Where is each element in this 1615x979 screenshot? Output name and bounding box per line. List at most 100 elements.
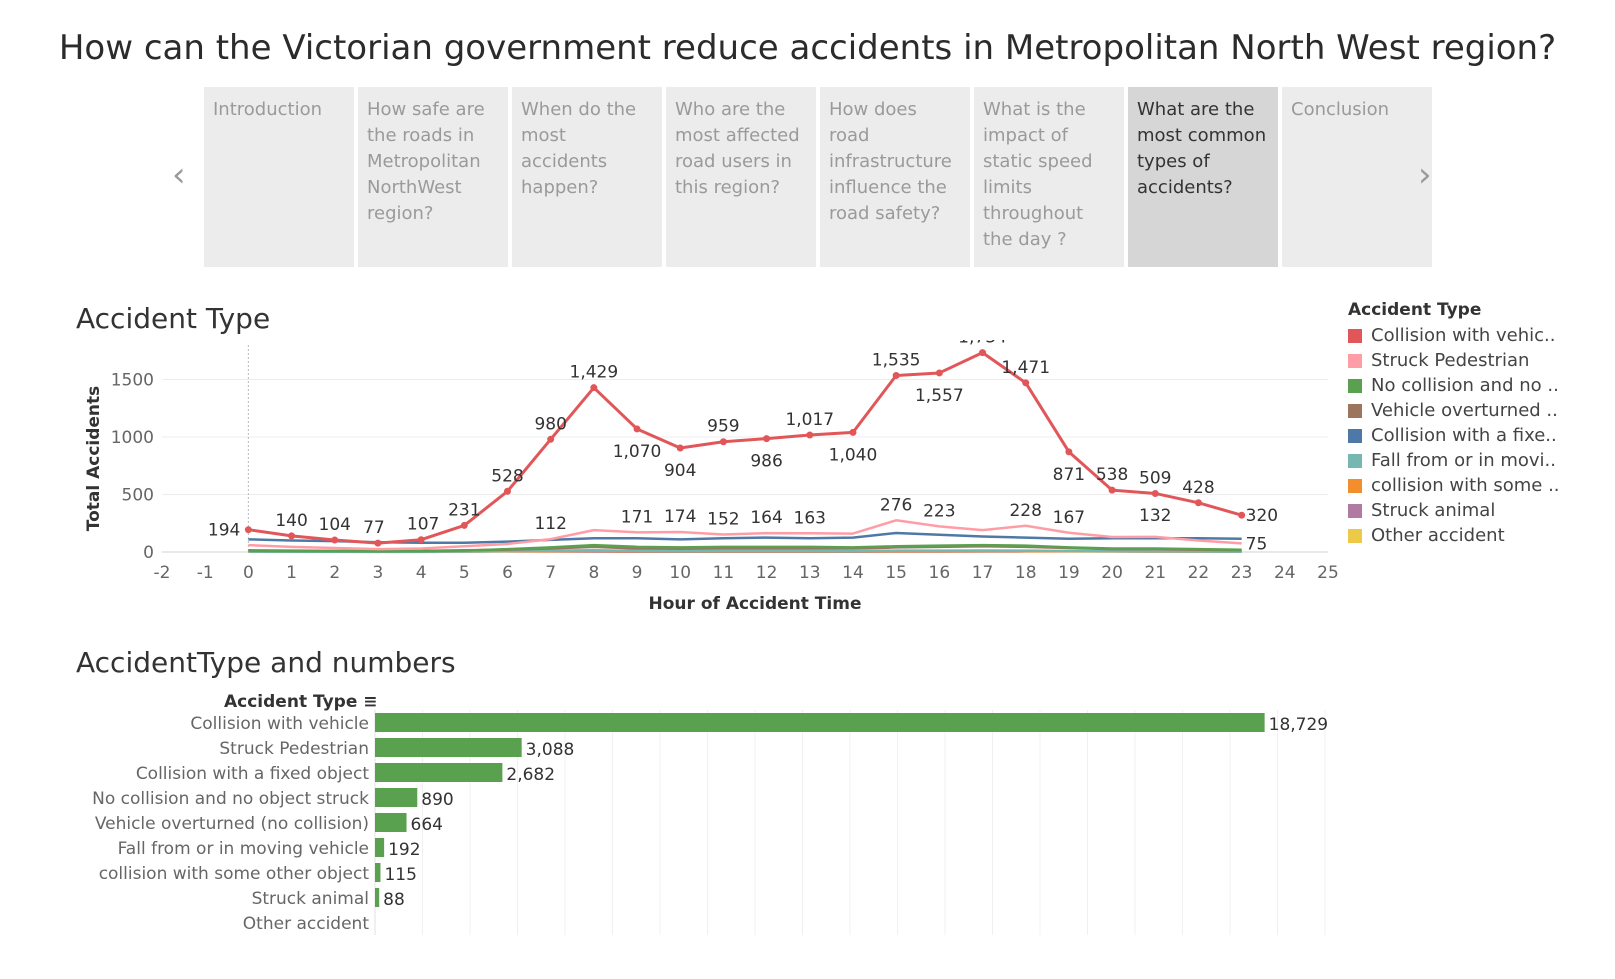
legend-swatch — [1348, 428, 1362, 443]
data-point[interactable] — [849, 428, 857, 436]
legend-item[interactable]: No collision and no .. — [1348, 373, 1598, 398]
data-point[interactable] — [417, 536, 425, 544]
legend-item[interactable]: Fall from or in movi.. — [1348, 448, 1598, 473]
x-tick-label: 19 — [1058, 563, 1080, 583]
legend-item[interactable]: Other accident — [1348, 523, 1598, 548]
data-point[interactable] — [719, 438, 727, 446]
data-point[interactable] — [547, 435, 555, 443]
data-point[interactable] — [1108, 486, 1116, 494]
bar-chart[interactable]: Collision with vehicle 18,729 Struck Pedes… — [0, 710, 1340, 970]
bar-category-label: collision with some other object — [99, 864, 370, 884]
legend-swatch — [1348, 478, 1362, 493]
bar[interactable] — [375, 763, 503, 782]
bar[interactable] — [375, 788, 418, 807]
data-point[interactable] — [763, 435, 771, 443]
data-label: 986 — [750, 452, 782, 472]
x-tick-label: 4 — [416, 563, 427, 583]
data-label: 1,429 — [570, 363, 619, 383]
bar[interactable] — [375, 838, 385, 857]
story-point-5[interactable]: How does road infrastructure influence t… — [820, 87, 970, 267]
series-line[interactable] — [248, 543, 1242, 553]
x-tick-label: 22 — [1188, 563, 1210, 583]
data-label: 77 — [363, 518, 385, 538]
data-label: 980 — [534, 414, 566, 434]
legend-label: Collision with a fixe.. — [1371, 425, 1557, 446]
data-point[interactable] — [244, 526, 252, 534]
data-point[interactable] — [1151, 489, 1159, 497]
data-point[interactable] — [633, 425, 641, 433]
data-label: 959 — [707, 417, 739, 437]
x-axis-title: Hour of Accident Time — [649, 594, 862, 614]
story-point-3[interactable]: When do the most accidents happen? — [512, 87, 662, 267]
sort-descending-icon[interactable]: ≡ — [363, 692, 378, 712]
story-point-7[interactable]: What are the most common types of accide… — [1128, 87, 1278, 267]
bar[interactable] — [375, 738, 522, 757]
data-label: 194 — [208, 521, 240, 541]
legend-item[interactable]: Struck animal — [1348, 498, 1598, 523]
data-label: 1,557 — [915, 386, 964, 406]
data-point[interactable] — [374, 539, 382, 547]
data-point[interactable] — [503, 487, 511, 495]
data-label: 164 — [750, 508, 782, 528]
story-point-6[interactable]: What is the impact of static speed limit… — [974, 87, 1124, 267]
x-tick-label: 25 — [1317, 563, 1339, 583]
data-point[interactable] — [1065, 448, 1073, 456]
data-point[interactable] — [806, 431, 814, 439]
bar[interactable] — [375, 713, 1265, 732]
legend-item[interactable]: Vehicle overturned .. — [1348, 398, 1598, 423]
bar-chart-title: AccidentType and numbers — [76, 646, 456, 679]
bar-value-label: 192 — [388, 840, 420, 860]
x-tick-label: 15 — [885, 563, 907, 583]
data-point[interactable] — [676, 444, 684, 452]
data-label: 167 — [1053, 508, 1085, 528]
data-point[interactable] — [892, 371, 900, 379]
story-point-8[interactable]: Conclusion — [1282, 87, 1432, 267]
x-tick-label: -1 — [197, 563, 214, 583]
bar-value-label: 664 — [411, 815, 443, 835]
next-icon[interactable]: › — [1418, 155, 1432, 195]
x-tick-label: 17 — [972, 563, 994, 583]
previous-icon[interactable]: ‹ — [172, 155, 186, 195]
bar-category-header[interactable]: Accident Type ≡ — [224, 692, 378, 712]
series-line[interactable] — [248, 519, 1242, 551]
legend-swatch — [1348, 328, 1362, 343]
legend-item[interactable]: Collision with vehic.. — [1348, 323, 1598, 348]
bar-value-label: 18,729 — [1269, 715, 1328, 735]
data-point[interactable] — [331, 536, 339, 544]
data-point[interactable] — [1194, 499, 1202, 507]
bar[interactable] — [375, 888, 380, 907]
legend-item[interactable]: Struck Pedestrian — [1348, 348, 1598, 373]
legend-label: collision with some .. — [1371, 475, 1560, 496]
data-label: 174 — [664, 507, 696, 527]
data-point[interactable] — [1238, 511, 1246, 519]
data-label: 107 — [407, 515, 439, 535]
legend-swatch — [1348, 453, 1362, 468]
series-line[interactable] — [248, 351, 1243, 545]
legend-swatch — [1348, 403, 1362, 418]
legend-item[interactable]: collision with some .. — [1348, 473, 1598, 498]
bar[interactable] — [375, 813, 407, 832]
story-point-4[interactable]: Who are the most affected road users in … — [666, 87, 816, 267]
y-tick-label: 500 — [122, 486, 154, 506]
data-label: 904 — [664, 461, 696, 481]
x-tick-label: 14 — [842, 563, 864, 583]
data-point[interactable] — [590, 384, 598, 392]
y-tick-label: 0 — [143, 543, 154, 563]
data-label: 104 — [319, 515, 351, 535]
x-tick-label: 13 — [799, 563, 821, 583]
story-point-2[interactable]: How safe are the roads in Metropolitan N… — [358, 87, 508, 267]
legend-item[interactable]: Collision with a fixe.. — [1348, 423, 1598, 448]
data-point[interactable] — [979, 349, 987, 357]
bar[interactable] — [375, 863, 381, 882]
data-label: 140 — [275, 511, 307, 531]
data-point[interactable] — [288, 532, 296, 540]
bar-category-label: No collision and no object struck — [92, 789, 369, 809]
series-line[interactable] — [248, 531, 1242, 545]
data-point[interactable] — [935, 369, 943, 377]
data-point[interactable] — [460, 521, 468, 529]
x-tick-label: 20 — [1101, 563, 1123, 583]
story-point-1[interactable]: Introduction — [204, 87, 354, 267]
data-point[interactable] — [1022, 379, 1030, 387]
bar-value-label: 2,682 — [506, 765, 555, 785]
